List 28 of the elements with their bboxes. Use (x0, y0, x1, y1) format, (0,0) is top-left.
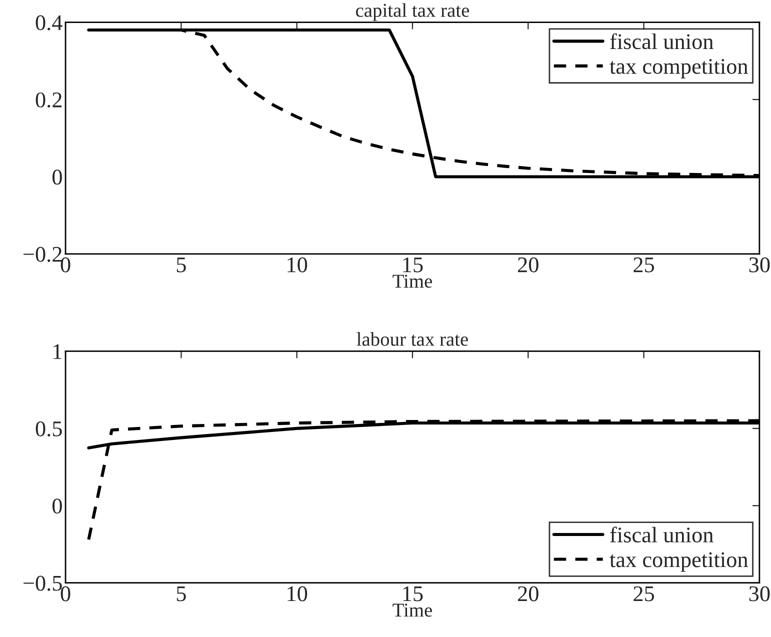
x-tick-label: 5 (176, 586, 186, 602)
y-tick-label: 1 (54, 344, 62, 359)
legend-label: fiscal union (610, 526, 714, 542)
y-tick-label: 0.5 (36, 421, 62, 436)
x-tick-label: 5 (176, 258, 186, 272)
chart-title: capital tax rate (356, 3, 470, 21)
y-tick-label: 0.2 (36, 92, 62, 108)
x-tick-label: 15 (403, 586, 423, 602)
x-axis-title: Time (392, 604, 432, 617)
y-tick-label: −0.2 (24, 246, 62, 262)
x-tick-label: 30 (749, 586, 770, 602)
x-tick-label: 15 (403, 257, 423, 272)
legend-label: fiscal union (610, 33, 714, 50)
legend-label: tax competition (610, 552, 748, 572)
x-tick-label: 25 (634, 257, 654, 272)
y-tick-label: 0.4 (36, 15, 62, 30)
x-tick-label: 20 (518, 257, 538, 272)
y-tick-label: 0 (52, 498, 62, 514)
x-tick-label: 25 (634, 586, 654, 602)
legend-label: tax competition (610, 58, 748, 78)
x-tick-label: 20 (518, 586, 538, 602)
y-tick-label: −0.5 (24, 576, 62, 591)
x-tick-label: 10 (288, 257, 308, 272)
x-tick-label: 10 (288, 586, 308, 602)
x-axis-title: Time (392, 274, 432, 288)
chart-title: labour tax rate (356, 332, 468, 346)
y-tick-label: 0 (52, 170, 62, 185)
x-tick-label: 30 (749, 257, 770, 272)
